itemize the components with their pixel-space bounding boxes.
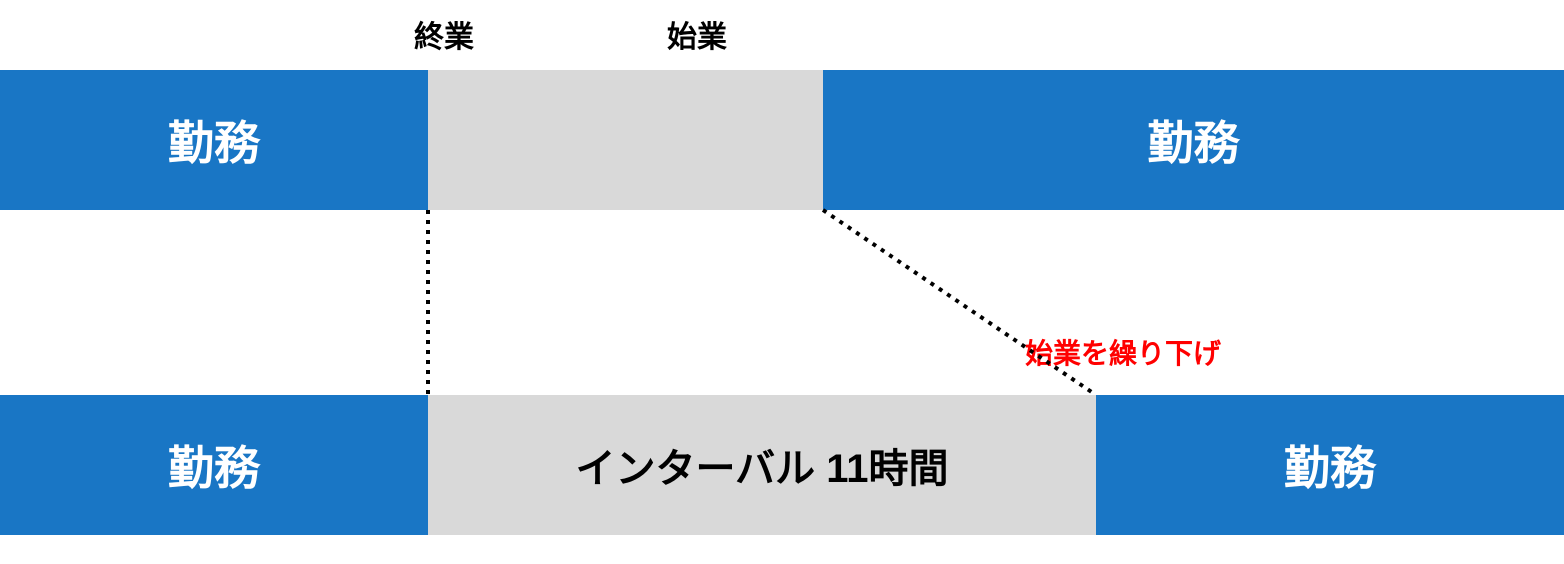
annotation-delay-start: 始業を繰り下げ [1025,332,1221,372]
work-interval-diagram: 終業 始業 勤務 勤務 勤務 インターバル 11時間 勤務 始業を繰り下げ [0,0,1564,564]
top-label-end: 終業 [414,12,474,56]
row2-work-left: 勤務 [0,395,428,535]
row2-work-right: 勤務 [1096,395,1564,535]
row1-work-left: 勤務 [0,70,428,210]
top-label-start: 始業 [667,12,727,56]
row2-interval: インターバル 11時間 [428,395,1096,535]
row1-work-right: 勤務 [823,70,1564,210]
row1-gap [428,70,823,210]
